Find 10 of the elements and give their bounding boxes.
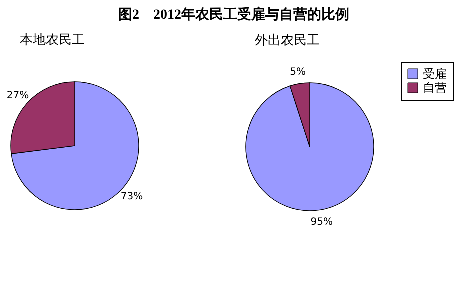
legend-label: 受雇 <box>423 67 447 81</box>
data-label: 73% <box>120 191 144 202</box>
chart-subtitle: 本地农民工 <box>20 33 85 48</box>
text: 图2 2012年农民工受雇与自营的比例 <box>118 6 350 24</box>
legend-label: 自营 <box>423 81 447 95</box>
chart-subtitle: 外出农民工 <box>255 34 320 48</box>
pie-slice <box>246 82 374 212</box>
data-label: 95% <box>310 217 334 228</box>
data-label: 5% <box>290 66 306 78</box>
data-label: 27% <box>6 90 30 102</box>
